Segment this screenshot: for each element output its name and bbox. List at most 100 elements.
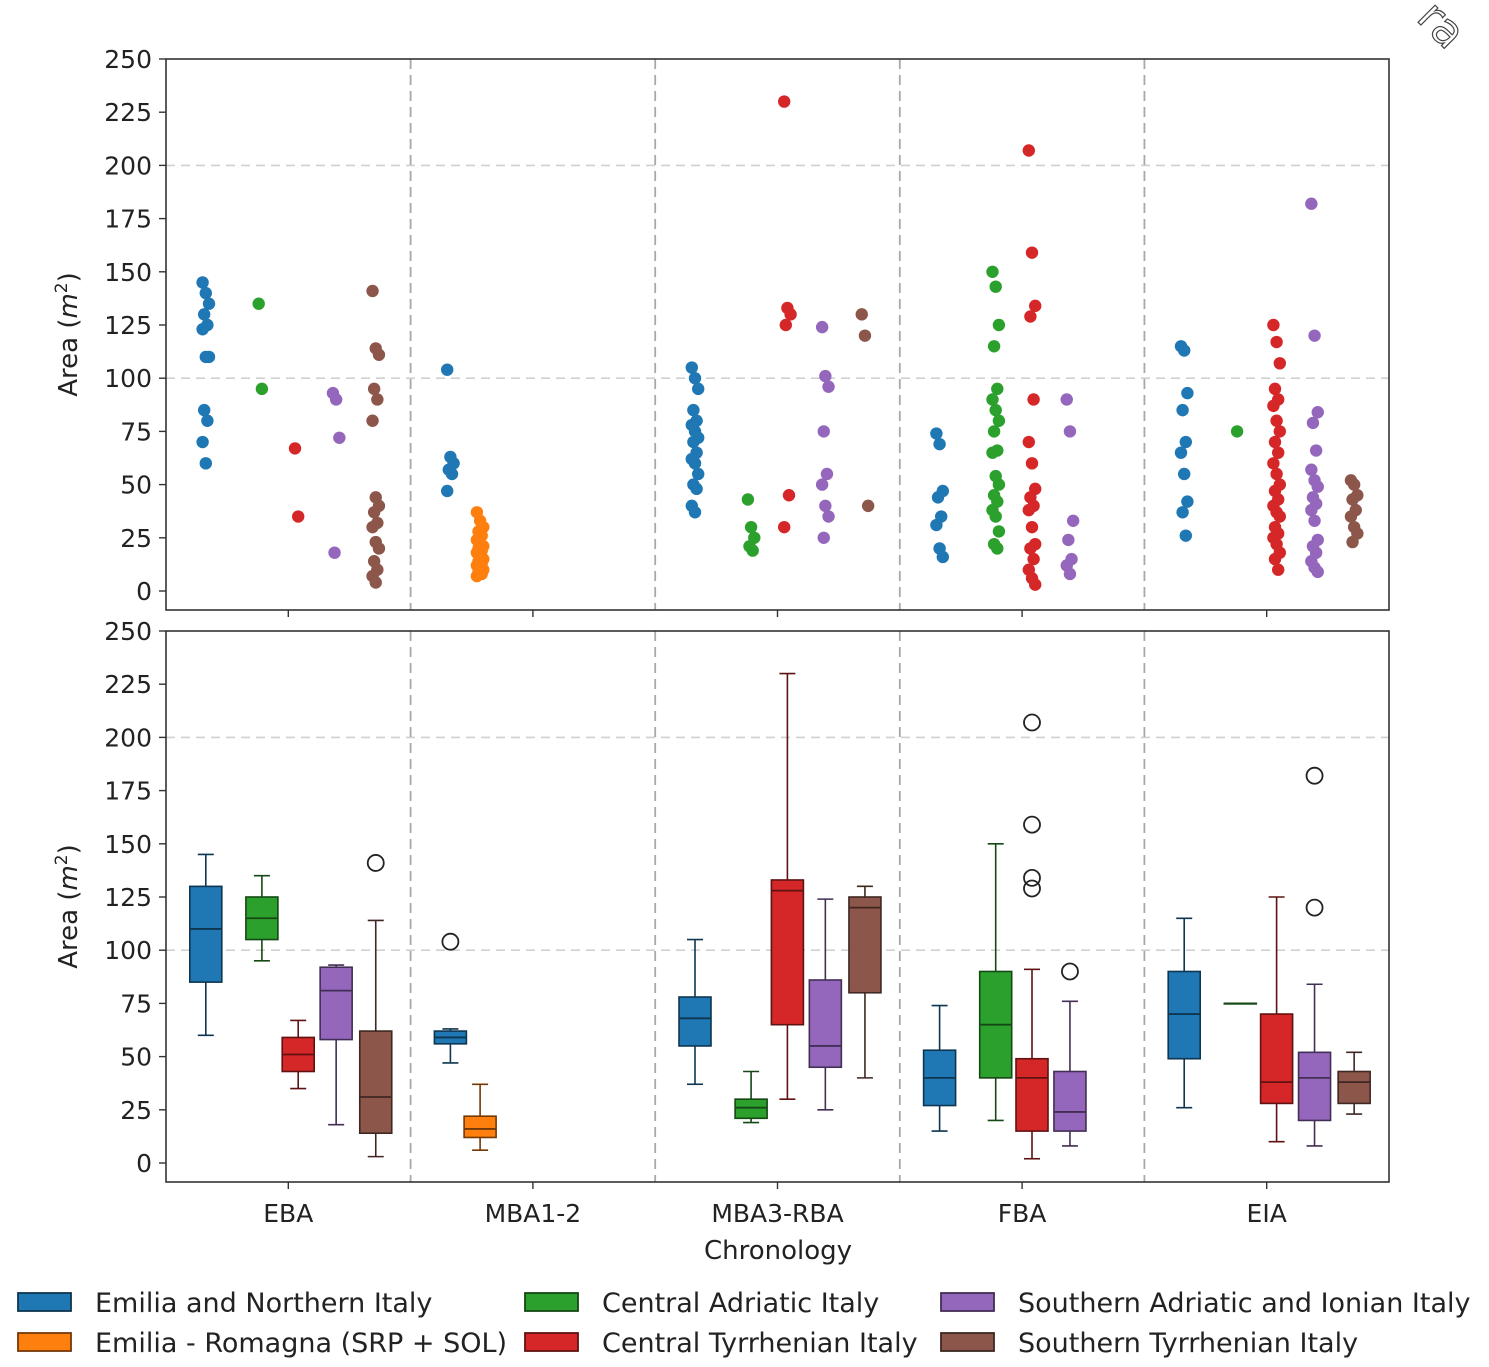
point-emilia-and-northern-italy-fba: [931, 491, 945, 504]
point-emilia-and-northern-italy-eba: [196, 276, 209, 289]
point-central-adriatic-italy-fba: [992, 414, 1006, 427]
point-southern-adriatic-and-ionian-italy-eia: [1306, 416, 1320, 430]
point-central-adriatic-italy-fba: [989, 510, 1002, 523]
point-southern-tyrrhenian-italy-mba3-rba: [861, 499, 875, 513]
point-central-tyrrhenian-italy-mba3-rba: [778, 95, 791, 108]
point-emilia-and-northern-italy-eba: [198, 403, 211, 417]
outlier-central-tyrrhenian-italy-fba: [1023, 713, 1041, 732]
point-central-tyrrhenian-italy-fba: [1029, 299, 1042, 313]
point-central-adriatic-italy-fba: [989, 280, 1002, 293]
x-axis-title: Chronology: [704, 1236, 852, 1266]
point-central-adriatic-italy-fba: [989, 403, 1002, 417]
point-emilia-and-northern-italy-mba3-rba: [685, 361, 698, 374]
point-central-adriatic-italy-mba3-rba: [741, 493, 755, 506]
y-tick-label: 25: [120, 1096, 152, 1125]
point-central-tyrrhenian-italy-fba: [1027, 552, 1040, 566]
legend-label-central-adriatic-italy: Central Adriatic Italy: [602, 1288, 879, 1319]
box-southern-adriatic-and-ionian-italy-fba: [1053, 1070, 1087, 1132]
box-central-tyrrhenian-italy-eia: [1259, 1013, 1294, 1105]
point-southern-adriatic-and-ionian-italy-fba: [1060, 393, 1073, 406]
point-central-tyrrhenian-italy-fba: [1024, 310, 1037, 323]
point-emilia-and-northern-italy-eia: [1181, 386, 1194, 400]
point-central-adriatic-italy-fba: [992, 318, 1006, 332]
point-southern-tyrrhenian-italy-eba: [367, 506, 381, 519]
y-tick-label: 100: [104, 364, 152, 393]
point-southern-tyrrhenian-italy-eba: [371, 393, 384, 406]
point-central-tyrrhenian-italy-eia: [1273, 425, 1287, 438]
x-tick-label-mba1-2: MBA1-2: [485, 1199, 582, 1228]
point-southern-tyrrhenian-italy-eba: [367, 382, 381, 396]
point-southern-adriatic-and-ionian-italy-mba3-rba: [817, 425, 830, 438]
point-emilia-and-northern-italy-mba1-2: [441, 484, 454, 498]
point-southern-adriatic-and-ionian-italy-eba: [333, 431, 346, 444]
point-central-tyrrhenian-italy-fba: [1024, 542, 1037, 555]
point-southern-adriatic-and-ionian-italy-eia: [1311, 565, 1324, 579]
box-southern-adriatic-and-ionian-italy-mba3-rba: [808, 979, 843, 1069]
point-central-tyrrhenian-italy-eba: [292, 510, 305, 523]
point-southern-tyrrhenian-italy-eia: [1344, 510, 1358, 523]
point-southern-tyrrhenian-italy-eba: [369, 576, 382, 589]
point-central-adriatic-italy-mba3-rba: [746, 544, 759, 557]
point-emilia-and-northern-italy-fba: [933, 437, 946, 451]
legend-label-southern-tyrrhenian-italy: Southern Tyrrhenian Italy: [1018, 1328, 1358, 1359]
point-central-adriatic-italy-fba: [986, 446, 999, 459]
legend-swatch-central-adriatic-italy: [524, 1292, 579, 1312]
point-central-tyrrhenian-italy-mba3-rba: [784, 308, 797, 321]
point-emilia-and-northern-italy-mba3-rba: [688, 506, 702, 519]
x-tick-label-fba: FBA: [998, 1199, 1047, 1228]
point-southern-tyrrhenian-italy-mba3-rba: [858, 329, 872, 342]
outlier-central-tyrrhenian-italy-fba: [1023, 815, 1041, 834]
box-emilia-and-northern-italy-mba3-rba: [678, 996, 712, 1047]
point-southern-tyrrhenian-italy-eia: [1346, 535, 1359, 549]
legend-swatch-southern-adriatic-and-ionian-italy: [940, 1292, 995, 1312]
outlier-southern-adriatic-and-ionian-italy-eia: [1305, 898, 1324, 917]
point-central-tyrrhenian-italy-fba: [1027, 393, 1040, 406]
y-tick-label: 125: [104, 311, 152, 340]
point-central-adriatic-italy-eia: [1230, 425, 1244, 438]
point-central-tyrrhenian-italy-eia: [1267, 399, 1280, 413]
point-emilia-and-northern-italy-mba1-2: [441, 363, 454, 376]
point-central-tyrrhenian-italy-eia: [1267, 457, 1280, 470]
point-central-tyrrhenian-italy-mba3-rba: [782, 489, 796, 502]
y-tick-label: 125: [104, 883, 152, 912]
point-emilia-and-northern-italy-eba: [202, 350, 216, 364]
legend-swatch-emilia-and-northern-italy: [17, 1292, 72, 1312]
y-tick-label: 100: [104, 936, 152, 965]
point-emilia-and-northern-italy-eba: [196, 323, 209, 336]
legend-label-central-tyrrhenian-italy: Central Tyrrhenian Italy: [602, 1328, 918, 1359]
point-southern-tyrrhenian-italy-eia: [1346, 493, 1359, 506]
legend-label-southern-adriatic-and-ionian-italy: Southern Adriatic and Ionian Italy: [1018, 1288, 1471, 1319]
point-central-adriatic-italy-fba: [991, 542, 1004, 555]
outlier-southern-tyrrhenian-italy-eba: [366, 854, 385, 872]
point-central-tyrrhenian-italy-eia: [1267, 318, 1280, 332]
point-southern-adriatic-and-ionian-italy-eia: [1311, 480, 1324, 493]
y-tick-label: 25: [120, 524, 152, 553]
point-central-adriatic-italy-fba: [987, 425, 1001, 438]
plot-frame: [165, 58, 1390, 611]
outlier-emilia-and-northern-italy-mba1-2: [441, 932, 460, 951]
point-emilia-and-northern-italy-mba3-rba: [687, 403, 700, 417]
point-southern-tyrrhenian-italy-eba: [372, 542, 386, 555]
point-central-tyrrhenian-italy-eia: [1268, 552, 1282, 566]
point-central-tyrrhenian-italy-eia: [1270, 467, 1283, 481]
point-emilia-and-northern-italy-fba: [930, 427, 943, 440]
point-southern-adriatic-and-ionian-italy-eia: [1308, 514, 1321, 527]
box-southern-adriatic-and-ionian-italy-eba: [319, 966, 353, 1041]
y-tick-label: 0: [136, 1149, 152, 1178]
point-emilia-and-northern-italy-eia: [1178, 344, 1191, 357]
y-tick-label: 50: [120, 1043, 152, 1072]
outlier-central-tyrrhenian-italy-fba: [1023, 868, 1041, 887]
point-emilia-and-northern-italy-eba: [202, 297, 216, 310]
point-southern-tyrrhenian-italy-eia: [1347, 478, 1361, 491]
box-southern-tyrrhenian-italy-eia: [1337, 1070, 1371, 1105]
top-panel-scatter: 0 25 50 75 100 125 150 175 200 225 250 Area (m2): [52, 45, 1390, 617]
y-tick-label: 225: [104, 670, 152, 699]
point-southern-adriatic-and-ionian-italy-fba: [1063, 567, 1077, 581]
x-tick-label-eba: EBA: [263, 1199, 313, 1228]
point-emilia-and-northern-italy-eia: [1176, 403, 1189, 417]
y-tick-label: 150: [104, 830, 152, 859]
point-central-tyrrhenian-italy-mba3-rba: [779, 318, 792, 332]
point-southern-adriatic-and-ionian-italy-eba: [329, 393, 343, 406]
point-emilia-and-northern-italy-mba3-rba: [690, 482, 703, 496]
box-southern-tyrrhenian-italy-eba: [358, 1030, 393, 1135]
